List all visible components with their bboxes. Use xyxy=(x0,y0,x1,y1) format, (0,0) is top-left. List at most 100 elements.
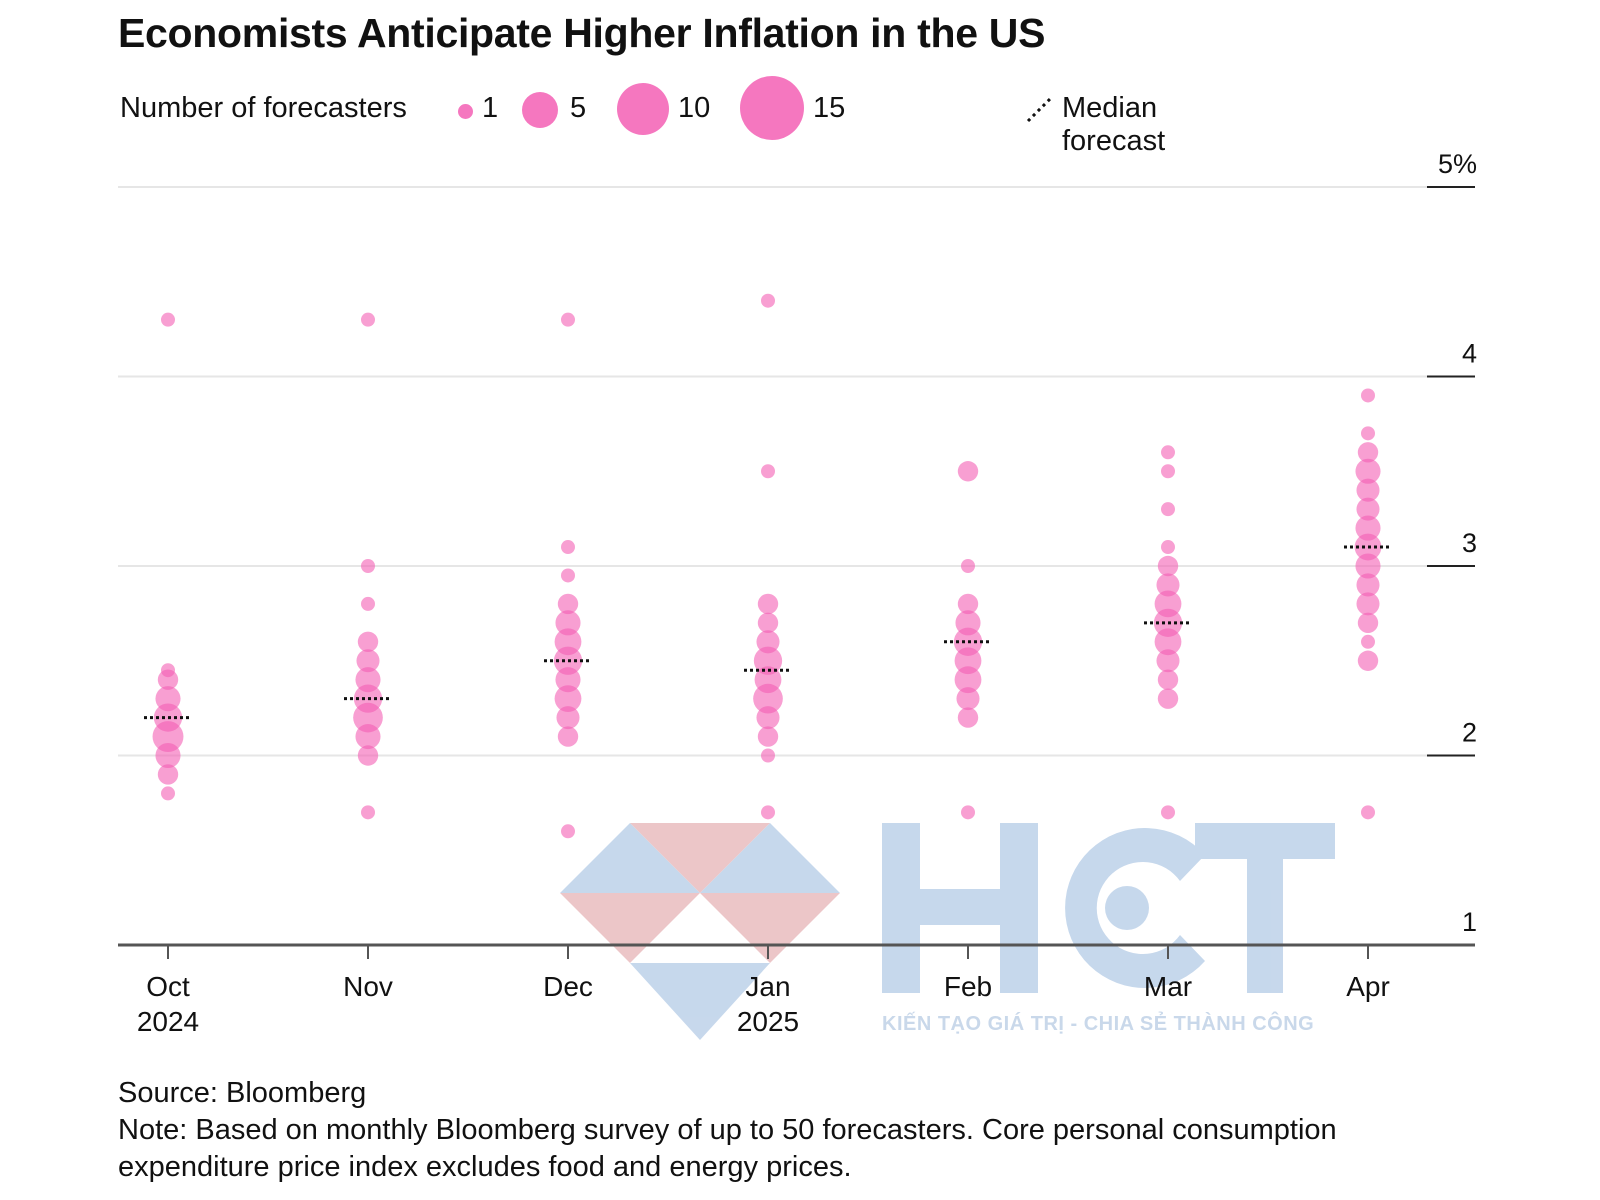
forecast-dot xyxy=(361,596,375,611)
forecast-dot xyxy=(161,312,175,327)
legend: Number of forecasters 1 5 10 15 Median f… xyxy=(120,76,1220,157)
y-tick-label: 3 xyxy=(1462,528,1477,558)
forecast-dot xyxy=(1361,634,1375,649)
forecast-dot xyxy=(1356,592,1380,616)
forecast-dot xyxy=(1357,650,1379,671)
forecast-dot xyxy=(1161,540,1175,555)
y-tick-label: 2 xyxy=(1462,718,1477,748)
x-tick-label: Jan xyxy=(745,971,790,1002)
footer: Source: Bloomberg Note: Based on monthly… xyxy=(118,1075,1458,1186)
forecast-dot xyxy=(1361,388,1375,403)
forecast-dot xyxy=(157,669,179,690)
forecast-dot xyxy=(761,464,775,479)
x-tick-label: Feb xyxy=(944,971,992,1002)
forecast-dot xyxy=(561,540,575,555)
forecast-dot xyxy=(361,559,375,573)
axis-layer: 1 2 3 4 5% Oct 2024 Nov Dec Jan 2025 Feb Mar Apr xyxy=(118,149,1477,1037)
forecast-dot xyxy=(761,805,775,820)
chart-title: Economists Anticipate Higher Inflation i… xyxy=(118,10,1046,56)
watermark-tagline: KIẾN TẠO GIÁ TRỊ - CHIA SẺ THÀNH CÔNG xyxy=(882,1013,1315,1035)
x-tick-sublabel: 2024 xyxy=(137,1006,199,1037)
legend-size-5: 5 xyxy=(570,92,587,124)
forecast-dot xyxy=(355,724,381,750)
forecast-dot xyxy=(357,745,379,766)
dots-layer xyxy=(152,293,1382,839)
forecast-dot xyxy=(757,726,779,747)
forecast-dot xyxy=(1357,442,1379,463)
forecast-dot xyxy=(1355,553,1381,579)
forecast-dot xyxy=(756,630,780,654)
forecast-dot xyxy=(1356,573,1380,597)
x-tick-label: Nov xyxy=(343,971,393,1002)
forecast-dot xyxy=(1156,573,1180,597)
x-tick-label: Dec xyxy=(543,971,593,1002)
forecast-dot xyxy=(361,312,375,327)
forecast-dot xyxy=(557,593,579,615)
forecast-dot xyxy=(556,706,580,730)
forecast-dot xyxy=(1361,805,1375,820)
forecast-dot xyxy=(961,559,975,573)
forecast-dot xyxy=(957,461,979,482)
forecast-dot xyxy=(757,593,779,615)
forecast-dot xyxy=(761,293,775,308)
forecast-dot xyxy=(561,824,575,839)
forecast-dot xyxy=(561,312,575,327)
forecast-dot xyxy=(1161,445,1175,460)
grid-layer xyxy=(118,186,1475,757)
chart-plot: 1 2 3 4 5% Oct 2024 Nov Dec Jan 2025 Feb Mar Apr xyxy=(118,149,1477,1040)
forecast-dot xyxy=(1157,555,1179,577)
legend-bubble-5 xyxy=(522,92,558,128)
forecast-dot xyxy=(555,667,581,693)
legend-size-1: 1 xyxy=(482,92,499,124)
y-tick-label: 4 xyxy=(1462,339,1477,369)
forecast-dot xyxy=(155,742,181,769)
legend-bubble-1 xyxy=(458,104,473,119)
forecast-dot xyxy=(555,610,581,636)
median-layer xyxy=(144,545,1392,720)
forecast-dot xyxy=(1154,628,1182,656)
forecast-dot xyxy=(1356,497,1380,521)
x-tick-label: Apr xyxy=(1346,971,1390,1002)
legend-bubble-15 xyxy=(740,76,804,140)
forecast-dot xyxy=(361,805,375,820)
forecast-dot xyxy=(554,685,582,713)
forecast-dot xyxy=(954,666,982,694)
forecast-dot xyxy=(356,649,380,673)
source-text: Source: Bloomberg xyxy=(118,1077,367,1109)
forecast-dot xyxy=(961,805,975,820)
x-tick-sublabel: 2025 xyxy=(737,1006,799,1037)
forecast-dot xyxy=(1161,805,1175,820)
forecast-dot xyxy=(957,707,979,728)
legend-bubble-10 xyxy=(617,83,669,135)
forecast-dot xyxy=(557,726,579,747)
y-tick-label: 5% xyxy=(1438,149,1477,179)
x-tick-label: Oct xyxy=(146,971,190,1002)
forecast-dot xyxy=(1157,669,1179,690)
forecast-dot xyxy=(353,702,383,733)
forecast-dot xyxy=(1361,426,1375,441)
forecast-dot xyxy=(1355,458,1381,484)
forecast-dot xyxy=(157,764,179,785)
forecast-dot xyxy=(954,647,982,675)
forecast-dot xyxy=(1355,515,1381,541)
forecast-dot xyxy=(152,721,184,753)
forecast-dot xyxy=(1357,612,1379,634)
forecast-dot xyxy=(1156,649,1180,673)
legend-size-label: Number of forecasters xyxy=(120,92,407,124)
forecast-dot xyxy=(753,683,783,714)
y-tick-label: 1 xyxy=(1462,907,1477,937)
forecast-dot xyxy=(761,748,775,763)
forecast-dot xyxy=(357,631,379,652)
watermark xyxy=(560,823,1335,1040)
forecast-dot xyxy=(1161,464,1175,479)
legend-median-label: Median forecast xyxy=(1062,92,1166,157)
forecast-dot xyxy=(161,786,175,801)
forecast-dot xyxy=(757,612,779,634)
forecast-dot xyxy=(956,687,980,711)
median-line-icon xyxy=(1026,95,1054,123)
forecast-dot xyxy=(957,593,979,615)
forecast-dot xyxy=(756,706,780,730)
legend-size-10: 10 xyxy=(678,92,711,124)
forecast-dot xyxy=(1161,502,1175,517)
forecast-dot xyxy=(1356,478,1380,502)
